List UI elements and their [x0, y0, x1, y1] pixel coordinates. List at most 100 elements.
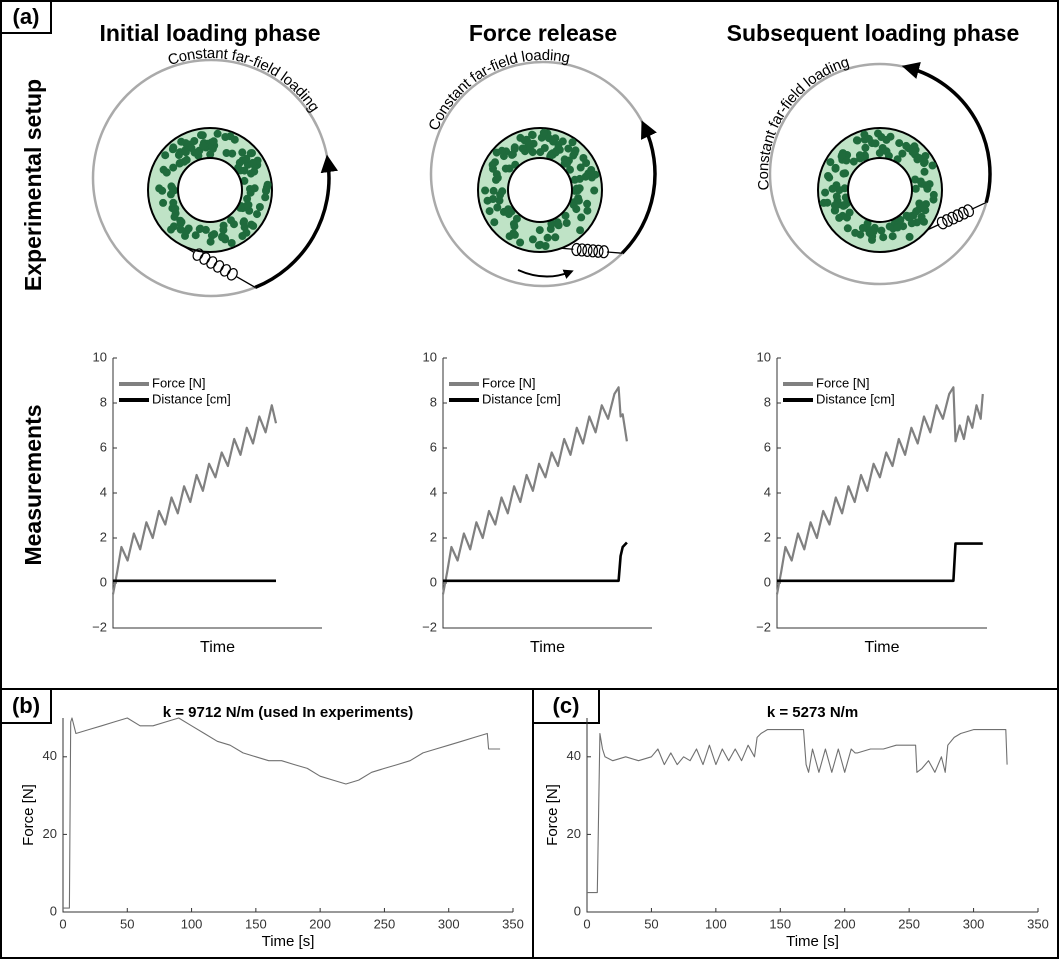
grain [577, 164, 585, 172]
grain [183, 156, 191, 164]
grain [835, 214, 843, 222]
grain [579, 154, 587, 162]
grain [820, 199, 828, 207]
column-title: Force release [469, 20, 617, 46]
grain [496, 197, 504, 205]
grain [516, 239, 524, 247]
grain [177, 226, 185, 234]
inner-hole [508, 158, 572, 222]
grain [196, 225, 204, 233]
row-label: Experimental setup [20, 79, 46, 291]
grain [846, 209, 854, 217]
grain [915, 154, 923, 162]
x-axis-label: Time [865, 639, 900, 656]
grain [838, 151, 846, 159]
y-tick-label: 6 [100, 439, 107, 454]
grain [526, 145, 534, 153]
grain [264, 181, 272, 189]
column-title: Subsequent loading phase [727, 20, 1020, 46]
grain [920, 218, 928, 226]
release-arrow [518, 270, 570, 277]
grain [587, 166, 595, 174]
grain [169, 145, 177, 153]
grain [872, 139, 880, 147]
x-axis-label: Time [200, 639, 235, 656]
row-label: Measurements [20, 404, 46, 565]
y-tick-label: 10 [93, 349, 107, 364]
y-tick-label: −2 [92, 619, 107, 634]
y-tick-label: 2 [430, 529, 437, 544]
grain [824, 172, 832, 180]
grain [844, 224, 852, 232]
grain [251, 184, 259, 192]
figure: (a) (b) (c) Initial loading phase Force … [0, 0, 1059, 959]
x-tick-label: 50 [120, 916, 134, 931]
y-tick-label: 2 [764, 529, 771, 544]
grain [261, 193, 269, 201]
panel-label: (a) [13, 4, 40, 29]
column-title: Initial loading phase [99, 20, 320, 46]
y-tick-label: 4 [764, 484, 771, 499]
y-tick-label: 0 [50, 903, 57, 918]
grain [489, 161, 497, 169]
grain [905, 213, 913, 221]
grain [506, 165, 514, 173]
grain [228, 150, 236, 158]
legend-label: Distance [cm] [482, 391, 561, 406]
grain [256, 203, 264, 211]
y-tick-label: 8 [764, 394, 771, 409]
grain [877, 227, 885, 235]
grain [171, 213, 179, 221]
grain [163, 168, 171, 176]
grain [528, 131, 536, 139]
grain [583, 207, 591, 215]
grain [540, 129, 548, 137]
y-tick-label: 2 [100, 529, 107, 544]
y-tick-label: 6 [430, 439, 437, 454]
y-tick-label: 8 [100, 394, 107, 409]
grain [199, 142, 207, 150]
grain [865, 135, 873, 143]
grain [182, 139, 190, 147]
y-tick-label: 0 [430, 574, 437, 589]
grain [583, 200, 591, 208]
x-tick-label: 0 [583, 916, 590, 931]
grain [494, 174, 502, 182]
x-axis-label: Time [s] [262, 933, 315, 950]
legend-label: Force [N] [152, 375, 205, 390]
y-tick-label: 0 [100, 574, 107, 589]
spring-coil [936, 216, 949, 231]
grain [894, 224, 902, 232]
y-tick-label: 40 [43, 748, 57, 763]
series-line [777, 544, 983, 581]
grain [175, 151, 183, 159]
grain [493, 204, 501, 212]
y-tick-label: 20 [567, 826, 581, 841]
setup-diagrams [93, 60, 990, 296]
grain [182, 148, 190, 156]
x-tick-label: 100 [705, 916, 727, 931]
x-tick-label: 300 [438, 916, 460, 931]
grain [510, 220, 518, 228]
grain [561, 157, 569, 165]
grain [821, 189, 829, 197]
grain [921, 168, 929, 176]
loading-arrow [622, 127, 655, 254]
grain [551, 134, 559, 142]
grain [511, 231, 519, 239]
legend-label: Force [N] [816, 375, 869, 390]
grain [882, 136, 890, 144]
grain [920, 203, 928, 211]
x-tick-label: 0 [59, 916, 66, 931]
loading-label-path: Constant far-field loading [425, 47, 571, 133]
grain [498, 147, 506, 155]
y-tick-label: 8 [430, 394, 437, 409]
x-tick-label: 200 [834, 916, 856, 931]
axis-line [63, 718, 513, 912]
spring-coil [225, 267, 239, 282]
grain [868, 236, 876, 244]
x-tick-label: 300 [963, 916, 985, 931]
y-tick-label: 6 [764, 439, 771, 454]
grain [564, 145, 572, 153]
x-tick-label: 150 [245, 916, 267, 931]
